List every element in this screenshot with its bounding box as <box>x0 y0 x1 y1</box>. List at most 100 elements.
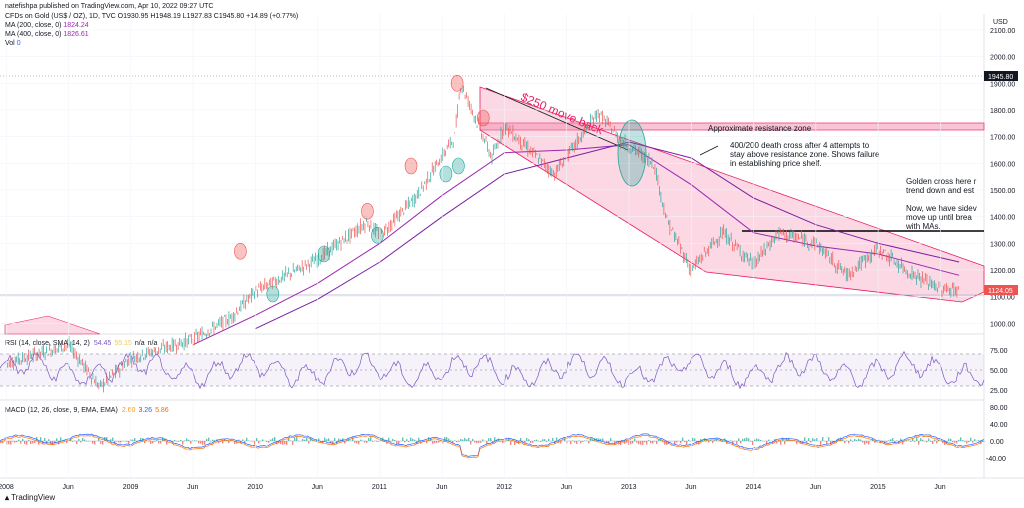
vol-label: Vol <box>5 40 15 47</box>
macd-bar <box>656 441 658 445</box>
macd-bar <box>198 441 200 444</box>
macd-bar <box>390 441 392 442</box>
macd-bar <box>422 441 424 442</box>
macd-bar <box>856 440 858 441</box>
macd-bar <box>752 441 754 445</box>
macd-bar <box>28 439 30 441</box>
macd-bar <box>16 441 18 443</box>
macd-bar <box>624 441 626 444</box>
move-back-line <box>485 87 629 151</box>
macd-bar <box>432 441 434 444</box>
early-triangle <box>4 315 101 335</box>
macd-bar <box>922 439 924 441</box>
macd-bar <box>534 440 536 441</box>
macd-bar <box>786 438 788 441</box>
macd-bar <box>366 441 368 443</box>
macd-bar <box>56 438 58 441</box>
macd-bar <box>244 441 246 444</box>
macd-bar <box>954 441 956 443</box>
macd-bar <box>12 441 14 442</box>
macd-bar <box>688 439 690 441</box>
macd-bar <box>544 439 546 441</box>
price-tick-label: 1700.00 <box>990 135 1015 142</box>
macd-bar <box>354 441 356 443</box>
macd-bar <box>394 439 396 441</box>
macd-bar <box>468 437 470 441</box>
macd-bar <box>62 439 64 441</box>
macd-bar <box>128 441 130 444</box>
macd-bar <box>24 441 26 445</box>
macd-bar <box>848 441 850 444</box>
macd-bar <box>234 441 236 445</box>
macd-bar <box>514 441 516 445</box>
price-tick-label: 2000.00 <box>990 55 1015 62</box>
macd-bar <box>106 437 108 441</box>
macd-bar <box>960 437 962 441</box>
macd-bar <box>322 441 324 444</box>
touch-marker <box>476 109 490 127</box>
macd-bar <box>320 441 322 443</box>
macd-bar <box>654 441 656 442</box>
macd-bar <box>242 439 244 441</box>
macd-bar <box>766 441 768 445</box>
macd-bar <box>808 438 810 441</box>
macd-bar <box>112 437 114 441</box>
time-tick-label: 2011 <box>372 484 387 491</box>
macd-bar <box>944 441 946 445</box>
macd-bar <box>958 439 960 441</box>
macd-bar <box>508 437 510 441</box>
macd-line <box>0 433 985 457</box>
macd-bar <box>720 438 722 441</box>
macd-bar <box>288 438 290 441</box>
macd-bar <box>414 439 416 441</box>
ma400-value: 1826.61 <box>63 31 89 38</box>
macd-tick: -40.00 <box>986 456 1006 463</box>
rsi-tick: 75.00 <box>990 348 1008 355</box>
touch-marker <box>361 203 374 220</box>
vol-value: 0 <box>16 40 21 47</box>
macd-bar <box>158 441 160 444</box>
macd-bar <box>296 437 298 441</box>
macd-bar <box>48 439 50 441</box>
macd-bar <box>448 438 450 441</box>
macd-bar <box>712 441 714 444</box>
macd-bar <box>94 441 96 445</box>
macd-bar <box>934 439 936 441</box>
macd-bar <box>632 441 634 444</box>
macd-bar <box>144 441 146 444</box>
macd-bar <box>10 441 12 445</box>
macd-bar <box>102 441 104 445</box>
rsi-tick: 25.00 <box>990 388 1008 395</box>
macd-bar <box>756 438 758 441</box>
macd-bar <box>642 441 644 445</box>
macd-bar <box>178 441 180 442</box>
macd-bar <box>446 437 448 441</box>
macd-bar <box>700 439 702 441</box>
macd-bar <box>682 437 684 441</box>
macd-bar <box>326 439 328 441</box>
macd-bar <box>406 439 408 441</box>
ma200-legend: MA (200, close, 0) 1824.24 <box>5 22 89 29</box>
macd-bar <box>748 438 750 441</box>
touch-marker <box>404 157 418 175</box>
macd-bar <box>188 439 190 441</box>
macd-bar <box>610 438 612 441</box>
macd-bar <box>220 441 222 442</box>
macd-bar <box>402 437 404 441</box>
macd-bar <box>160 441 162 444</box>
macd-bar <box>14 441 16 443</box>
macd-bar <box>184 440 186 441</box>
macd-bar <box>272 438 274 441</box>
macd-bar <box>210 441 212 442</box>
macd-bar <box>962 440 964 441</box>
macd-bar <box>312 440 314 441</box>
macd-bar <box>466 439 468 441</box>
macd-bar <box>356 441 358 444</box>
macd-bar <box>200 441 202 444</box>
macd-bar <box>60 437 62 441</box>
macd-tick: 0.00 <box>990 439 1004 446</box>
macd-bar <box>982 440 984 441</box>
symbol-line: CFDs on Gold (US$ / OZ), 1D, TVC O1930.9… <box>5 13 299 20</box>
macd-bar <box>44 438 46 441</box>
